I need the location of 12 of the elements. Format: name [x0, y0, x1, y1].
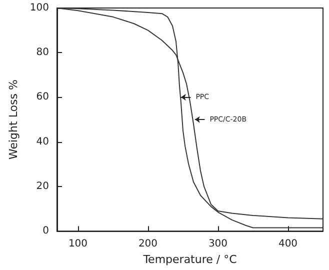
- y-tick-label: 20: [36, 180, 49, 192]
- x-tick-label: 200: [138, 238, 158, 250]
- y-tick-label: 60: [36, 92, 49, 103]
- y-tick-label: 0: [42, 226, 49, 237]
- y-tick-label: 40: [36, 136, 49, 148]
- x-tick-label: 400: [278, 238, 298, 250]
- y-axis-title: Weight Loss %: [7, 80, 20, 160]
- y-tick-label: 100: [30, 2, 49, 14]
- x-tick-label: 300: [208, 238, 228, 250]
- x-axis-title: Temperature / °C: [142, 253, 238, 266]
- y-tick-label: 80: [36, 47, 49, 58]
- x-tick-label: 100: [68, 238, 88, 250]
